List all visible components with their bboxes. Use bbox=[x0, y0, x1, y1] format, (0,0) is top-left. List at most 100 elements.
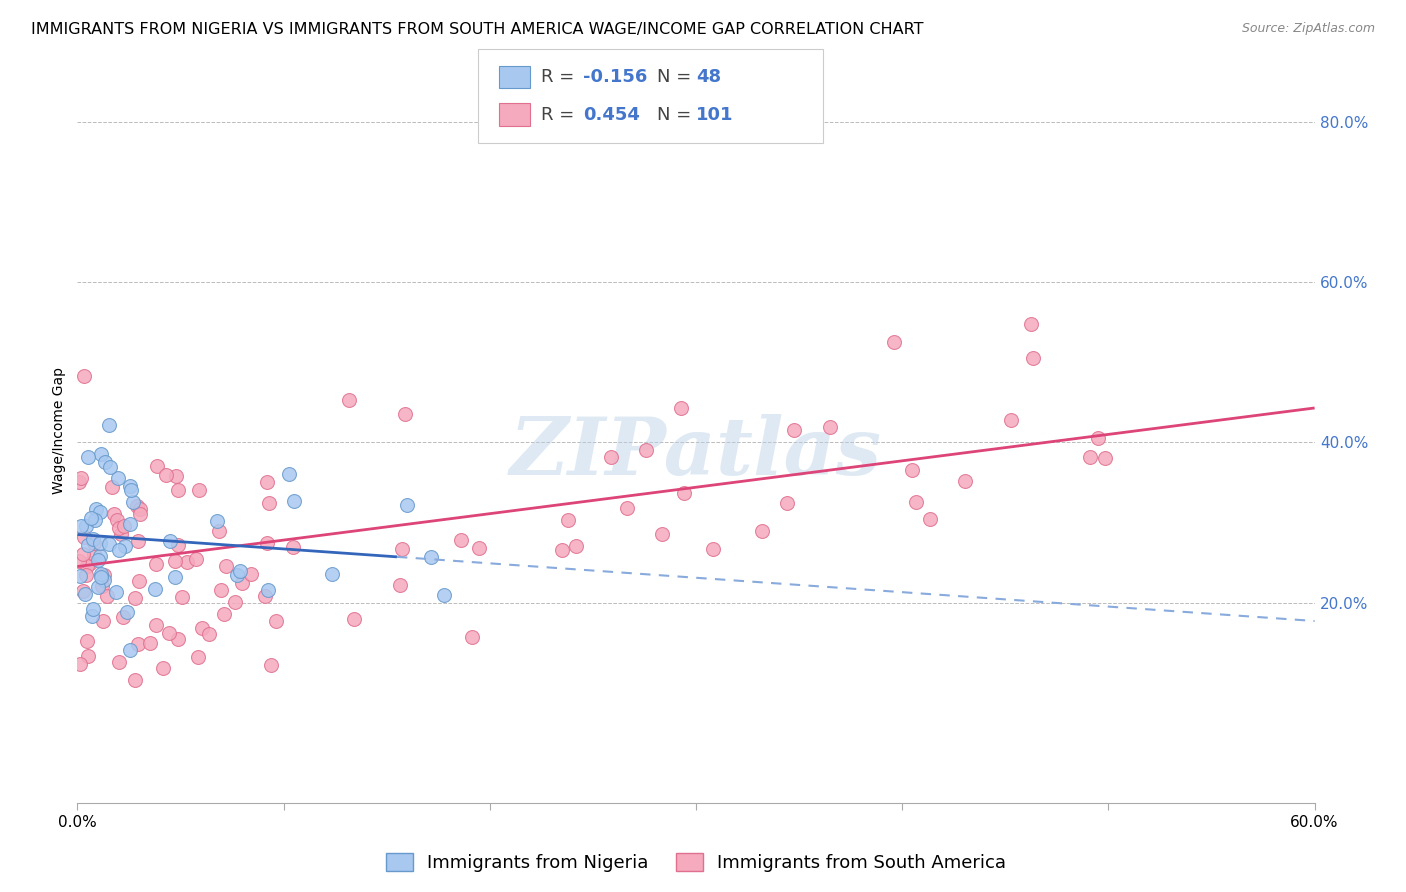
Point bbox=[82, 532, 104, 546]
Point bbox=[167, 483, 190, 497]
Point bbox=[163, 570, 186, 584]
Point bbox=[105, 584, 128, 599]
Point bbox=[90, 570, 112, 584]
Point bbox=[72, 584, 94, 599]
Point bbox=[904, 495, 927, 509]
Point bbox=[165, 553, 187, 567]
Point bbox=[124, 673, 146, 688]
Point bbox=[97, 417, 120, 432]
Point bbox=[72, 547, 94, 561]
Point bbox=[1087, 431, 1109, 445]
Point bbox=[702, 542, 724, 557]
Point bbox=[125, 500, 148, 514]
Text: R =: R = bbox=[541, 105, 581, 123]
Point bbox=[1000, 413, 1022, 427]
Point bbox=[343, 613, 366, 627]
Point bbox=[337, 392, 360, 407]
Point bbox=[214, 607, 236, 622]
Point bbox=[127, 637, 149, 651]
Point bbox=[76, 634, 98, 648]
Point bbox=[114, 539, 136, 553]
Point bbox=[818, 420, 841, 434]
Point bbox=[105, 513, 128, 527]
Point bbox=[79, 556, 101, 570]
Point bbox=[394, 408, 416, 422]
Point bbox=[124, 591, 146, 606]
Point bbox=[651, 527, 673, 541]
Point bbox=[129, 502, 152, 516]
Text: N =: N = bbox=[657, 105, 696, 123]
Text: Source: ZipAtlas.com: Source: ZipAtlas.com bbox=[1241, 22, 1375, 36]
Point bbox=[254, 589, 277, 603]
Point bbox=[103, 507, 125, 521]
Point bbox=[166, 632, 188, 646]
Point bbox=[155, 467, 177, 482]
Point bbox=[128, 574, 150, 589]
Point bbox=[256, 582, 278, 597]
Point bbox=[121, 495, 143, 509]
Point bbox=[97, 536, 120, 550]
Point bbox=[118, 642, 141, 657]
Point bbox=[165, 468, 187, 483]
Point bbox=[190, 621, 212, 635]
Point bbox=[1021, 351, 1043, 366]
Point bbox=[672, 485, 695, 500]
Point bbox=[283, 540, 305, 554]
Point bbox=[433, 588, 456, 602]
Point bbox=[76, 558, 98, 573]
Point bbox=[953, 475, 976, 489]
Text: ZIPatlas: ZIPatlas bbox=[510, 414, 882, 491]
Text: -0.156: -0.156 bbox=[583, 69, 648, 87]
Point bbox=[96, 589, 118, 603]
Point bbox=[551, 542, 574, 557]
Point bbox=[100, 480, 122, 494]
Point bbox=[557, 513, 579, 527]
Point bbox=[94, 455, 117, 469]
Point bbox=[87, 580, 110, 594]
Point bbox=[256, 536, 278, 550]
Point bbox=[240, 566, 263, 581]
Point bbox=[188, 483, 211, 497]
Point bbox=[388, 578, 411, 592]
Point bbox=[70, 519, 93, 533]
Point bbox=[93, 573, 115, 587]
Point bbox=[256, 475, 278, 490]
Point bbox=[1080, 450, 1102, 465]
Point bbox=[918, 511, 941, 525]
Point bbox=[90, 579, 112, 593]
Point bbox=[75, 567, 97, 582]
Point bbox=[215, 558, 238, 573]
Point bbox=[636, 443, 658, 458]
Point bbox=[776, 496, 799, 510]
Point bbox=[187, 650, 209, 665]
Text: 48: 48 bbox=[696, 69, 721, 87]
Point bbox=[231, 575, 253, 590]
Point bbox=[564, 539, 586, 553]
Point bbox=[84, 502, 107, 516]
Point bbox=[107, 471, 129, 485]
Point bbox=[139, 636, 162, 650]
Legend: Immigrants from Nigeria, Immigrants from South America: Immigrants from Nigeria, Immigrants from… bbox=[378, 846, 1014, 880]
Point bbox=[321, 567, 343, 582]
Point bbox=[396, 498, 419, 512]
Point bbox=[73, 369, 96, 384]
Point bbox=[224, 595, 246, 609]
Point bbox=[115, 605, 138, 619]
Point bbox=[901, 463, 924, 477]
Point bbox=[110, 527, 132, 541]
Point bbox=[70, 471, 93, 485]
Point bbox=[89, 549, 111, 564]
Point bbox=[145, 558, 167, 572]
Point bbox=[82, 602, 104, 616]
Text: N =: N = bbox=[657, 69, 696, 87]
Point bbox=[111, 610, 134, 624]
Point bbox=[157, 626, 180, 640]
Y-axis label: Wage/Income Gap: Wage/Income Gap bbox=[52, 367, 66, 494]
Point bbox=[75, 518, 97, 533]
Point bbox=[1094, 450, 1116, 465]
Point bbox=[120, 516, 142, 531]
Point bbox=[77, 450, 100, 465]
Point bbox=[883, 335, 905, 350]
Point bbox=[91, 614, 114, 628]
Point bbox=[257, 496, 280, 510]
